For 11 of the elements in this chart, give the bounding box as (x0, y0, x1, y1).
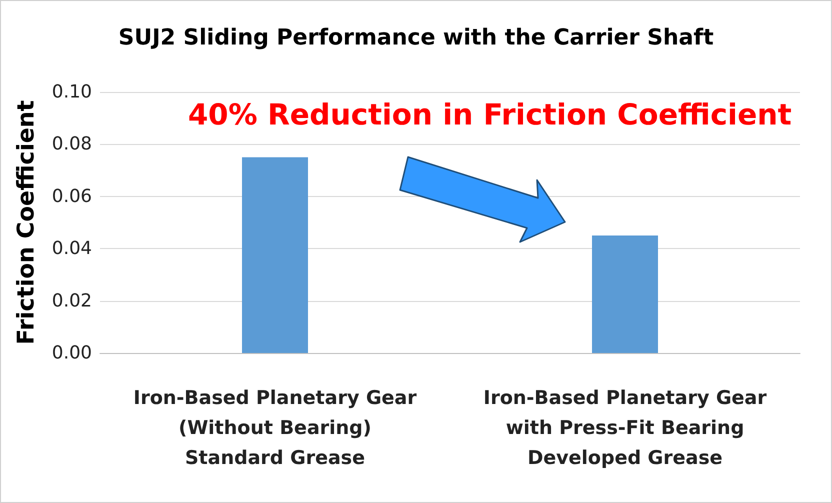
y-tick-label: 0.00 (52, 342, 92, 364)
y-tick-label: 0.04 (52, 238, 92, 260)
x-tick-label: Iron-Based Planetary Gear (Without Bearing) Standard Grease (133, 387, 418, 469)
y-tick-label: 0.02 (52, 290, 92, 312)
y-axis-title: Friction Coefficient (14, 100, 40, 345)
y-tick-label: 0.10 (52, 82, 92, 102)
y-tick-label: 0.08 (52, 134, 92, 155)
y-tick-label: 0.06 (52, 186, 92, 207)
annotation: 40% Reduction in Friction Coefficient (188, 98, 792, 132)
x-tick-label: Iron-Based Planetary Gear with Press-Fit Bearing Developed Grease (483, 387, 768, 469)
chart-title: SUJ2 Sliding Performance with the Carrier Shaft (118, 26, 714, 50)
